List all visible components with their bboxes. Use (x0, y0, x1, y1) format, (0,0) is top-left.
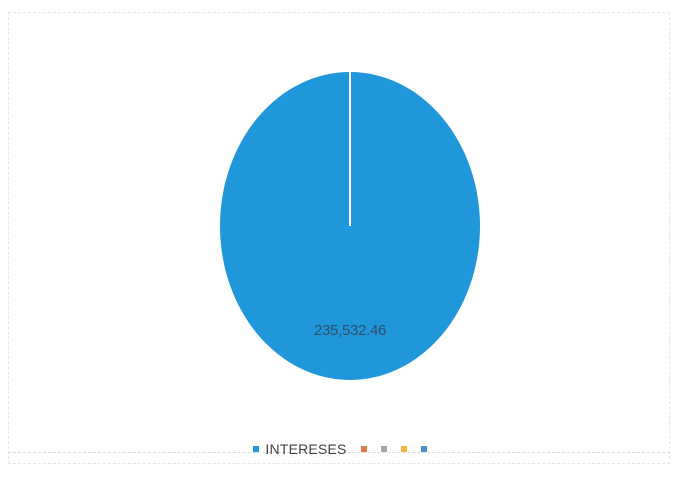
legend-swatch-2 (380, 446, 387, 452)
legend-item-0: INTERESES (253, 441, 346, 457)
chart-frame (8, 12, 670, 464)
legend-item-4 (420, 446, 427, 452)
legend-swatch-1 (360, 446, 367, 452)
legend-swatch-0 (253, 446, 260, 452)
chart-frame-divider (8, 452, 670, 453)
legend-item-1 (360, 446, 367, 452)
pie-data-label: 235,532.46 (313, 322, 387, 339)
legend-label-0: INTERESES (265, 441, 347, 457)
legend-swatch-3 (400, 446, 407, 452)
legend-item-3 (400, 446, 407, 452)
chart-legend: INTERESES (0, 441, 680, 457)
legend-item-2 (380, 446, 387, 452)
legend-swatch-4 (420, 446, 427, 452)
